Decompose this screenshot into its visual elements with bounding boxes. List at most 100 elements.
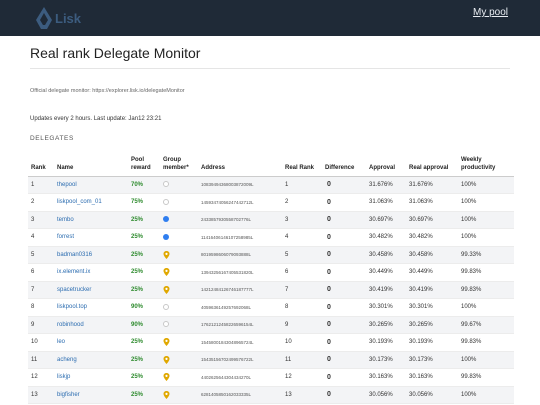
difference-cell: 0 xyxy=(322,246,366,264)
approval-cell: 30.449% xyxy=(366,263,406,282)
rank-cell: 8 xyxy=(28,298,54,317)
table-row: 5 badman0316 25% 8019598606079093888L 5 0 30.4… xyxy=(28,246,514,264)
real-rank-cell: 8 xyxy=(282,298,322,317)
table-header-row: Rank Name Pool reward Group member* Addr… xyxy=(28,148,514,177)
difference-cell: 0 xyxy=(322,263,366,282)
rank-cell: 2 xyxy=(28,193,54,212)
table-row: 11 acheng 25% 15435156702499576722L 11 0 30.17… xyxy=(28,351,514,369)
delegate-name-link[interactable]: acheng xyxy=(54,351,128,369)
my-pool-link[interactable]: My pool xyxy=(472,7,508,18)
real-approval-cell: 30.697% xyxy=(406,211,458,229)
col-name[interactable]: Name xyxy=(54,148,128,177)
table-row: 7 spacetrucker 25% 14212484126746187777L 7 0 3… xyxy=(28,281,514,299)
delegate-name-link[interactable]: thepool xyxy=(54,176,128,194)
rank-cell: 1 xyxy=(28,176,54,194)
rank-cell: 4 xyxy=(28,228,54,247)
group-member-cell xyxy=(160,193,198,212)
delegate-name-link[interactable]: leo xyxy=(54,333,128,352)
address-cell: 14593474056247442712L xyxy=(198,193,282,212)
col-real-rank[interactable]: Real Rank xyxy=(282,148,322,177)
address-cell: 15435156702499576722L xyxy=(198,351,282,369)
weekly-productivity-cell: 100% xyxy=(458,228,514,247)
delegate-name-link[interactable]: robinhood xyxy=(54,316,128,334)
weekly-productivity-cell: 100% xyxy=(458,211,514,229)
real-approval-cell: 31.676% xyxy=(406,176,458,194)
pool-reward-cell: 25% xyxy=(128,351,160,369)
group-member-cell xyxy=(160,403,198,405)
address-cell: 6787154358850114730L xyxy=(198,403,282,405)
pool-reward-cell: 90% xyxy=(128,298,160,317)
real-rank-cell: 14 xyxy=(282,403,322,405)
pool-reward-cell: 90% xyxy=(128,316,160,334)
pool-reward-cell: 25% xyxy=(128,386,160,404)
real-approval-cell: 30.419% xyxy=(406,281,458,299)
delegate-name-link[interactable]: liskpool_com_01 xyxy=(54,193,128,212)
real-approval-cell: 30.458% xyxy=(406,246,458,264)
delegate-name-link[interactable]: liskjp xyxy=(54,368,128,387)
top-navbar: Lisk My pool xyxy=(0,0,540,36)
approval-cell: 30.173% xyxy=(366,351,406,369)
pool-reward-cell: 25% xyxy=(128,263,160,282)
address-cell: 11416406146107258985L xyxy=(198,228,282,247)
delegate-name-link[interactable]: bigfisher xyxy=(54,386,128,404)
location-pin-icon xyxy=(163,268,170,277)
delegate-name-link[interactable]: cc001 xyxy=(54,403,128,405)
approval-cell: 30.697% xyxy=(366,211,406,229)
col-rank[interactable]: Rank xyxy=(28,148,54,177)
real-approval-cell: 30.173% xyxy=(406,351,458,369)
pool-reward-cell: 25% xyxy=(128,368,160,387)
update-info: Updates every 2 hours. Last update: Jan1… xyxy=(30,116,162,122)
table-row: 1 thepool 70% 10839494368003872009L 1 0 31.676… xyxy=(28,176,514,194)
difference-cell: 0 xyxy=(322,176,366,194)
address-cell: 14212484126746187777L xyxy=(198,281,282,299)
table-row: 10 leo 25% 15458001843048965724L 10 0 30.193% 3… xyxy=(28,333,514,352)
delegate-name-link[interactable]: tembo xyxy=(54,211,128,229)
section-label: DELEGATES xyxy=(30,135,74,142)
table-row: 12 liskjp 25% 4402625644304434270L 12 0 30.163… xyxy=(28,368,514,387)
real-approval-cell: 30.056% xyxy=(406,386,458,404)
col-approval[interactable]: Approval xyxy=(366,148,406,177)
difference-cell: 0 xyxy=(322,351,366,369)
real-approval-cell: 30.482% xyxy=(406,228,458,247)
address-cell: 13943256167405531820L xyxy=(198,263,282,282)
real-approval-cell: 31.063% xyxy=(406,193,458,212)
col-real-approval[interactable]: Real approval xyxy=(406,148,458,177)
lisk-logo[interactable]: Lisk xyxy=(36,6,81,30)
approval-cell: 30.482% xyxy=(366,228,406,247)
group-member-cell xyxy=(160,386,198,404)
weekly-productivity-cell: 99.83% xyxy=(458,368,514,387)
real-rank-cell: 13 xyxy=(282,386,322,404)
real-rank-cell: 5 xyxy=(282,246,322,264)
address-cell: 6281405850162033335L xyxy=(198,386,282,404)
group-member-cell xyxy=(160,281,198,299)
table-row: 14cc00125%6787154358850114730L14030.033%… xyxy=(28,403,514,405)
delegate-name-link[interactable]: forrest xyxy=(54,228,128,247)
weekly-productivity-cell: 100% xyxy=(458,298,514,317)
col-weekly-productivity[interactable]: Weekly productivity xyxy=(458,148,514,177)
difference-cell: 0 xyxy=(322,211,366,229)
group-member-cell xyxy=(160,333,198,352)
col-difference[interactable]: Difference xyxy=(322,148,366,177)
delegate-name-link[interactable]: ix.element.ix xyxy=(54,263,128,282)
group-member-cell xyxy=(160,298,198,317)
approval-cell: 30.193% xyxy=(366,333,406,352)
delegate-name-link[interactable]: liskpool.top xyxy=(54,298,128,317)
weekly-productivity-cell: 100% xyxy=(458,351,514,369)
rank-cell: 6 xyxy=(28,263,54,282)
pool-reward-cell: 75% xyxy=(128,193,160,212)
approval-cell: 30.301% xyxy=(366,298,406,317)
real-approval-cell: 30.193% xyxy=(406,333,458,352)
location-pin-icon xyxy=(163,338,170,347)
address-cell: 17621212458226596154L xyxy=(198,316,282,334)
difference-cell: 0 xyxy=(322,333,366,352)
delegate-name-link[interactable]: spacetrucker xyxy=(54,281,128,299)
real-approval-cell: 30.033% xyxy=(406,403,458,405)
lisk-logo-icon xyxy=(36,7,52,29)
delegate-name-link[interactable]: badman0316 xyxy=(54,246,128,264)
col-address[interactable]: Address xyxy=(198,148,282,177)
col-pool-reward[interactable]: Pool reward xyxy=(128,148,160,177)
col-group-member[interactable]: Group member* xyxy=(160,148,198,177)
difference-cell: 0 xyxy=(322,368,366,387)
group-member-cell xyxy=(160,176,198,194)
weekly-productivity-cell: 99.83% xyxy=(458,281,514,299)
